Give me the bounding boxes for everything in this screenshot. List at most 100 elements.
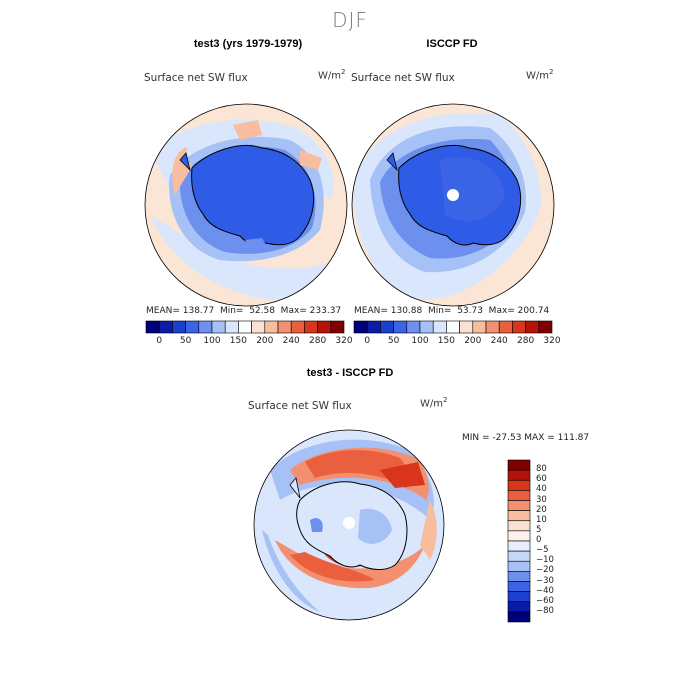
model-map-border xyxy=(144,103,348,307)
diff-units-label: W/m2 xyxy=(420,396,448,410)
diff-map-border xyxy=(253,429,445,621)
diff-stats: MIN = -27.53 MAX = 111.87 xyxy=(462,433,590,443)
model-variable-label: Surface net SW flux xyxy=(144,72,248,84)
obs-colorbar xyxy=(353,320,553,334)
colorbar-swatch xyxy=(507,550,531,562)
colorbar-swatch xyxy=(172,320,186,334)
obs-stats: MEAN= 130.88 Min= 53.73 Max= 200.74 xyxy=(354,306,550,316)
colorbar-tick-label: 150 xyxy=(229,336,247,346)
colorbar-swatch xyxy=(446,320,460,334)
colorbar-swatch xyxy=(185,320,200,334)
colorbar-tick-label: −10 xyxy=(536,555,554,566)
obs-map-border xyxy=(351,103,555,307)
diff-colorbar xyxy=(507,459,531,623)
colorbar-swatch xyxy=(330,320,345,334)
colorbar-swatch xyxy=(406,320,421,334)
colorbar-swatch xyxy=(198,320,213,334)
colorbar-swatch xyxy=(507,530,531,542)
colorbar-swatch xyxy=(158,320,173,334)
colorbar-tick-label: 280 xyxy=(309,336,327,346)
colorbar-swatch xyxy=(472,320,487,334)
diff-panel-title: test3 - ISCCP FD xyxy=(306,367,394,379)
colorbar-swatch xyxy=(485,320,500,334)
obs-variable-label: Surface net SW flux xyxy=(351,72,455,84)
colorbar-swatch xyxy=(507,540,531,552)
colorbar-tick-label: 30 xyxy=(536,494,547,505)
diff-map xyxy=(254,430,444,620)
colorbar-tick-label: 80 xyxy=(536,464,547,475)
colorbar-swatch xyxy=(507,500,531,511)
season-title: DJF xyxy=(332,8,368,32)
colorbar-swatch xyxy=(525,320,540,334)
colorbar-swatch xyxy=(393,320,408,334)
colorbar-swatch xyxy=(507,459,531,471)
colorbar-tick-label: −20 xyxy=(536,565,554,576)
colorbar-swatch xyxy=(498,320,513,334)
colorbar-swatch xyxy=(264,320,279,334)
colorbar-swatch xyxy=(507,601,531,613)
colorbar-tick-label: 5 xyxy=(536,524,542,535)
colorbar-swatch xyxy=(507,591,531,603)
colorbar-tick-label: 200 xyxy=(256,336,274,346)
colorbar-swatch xyxy=(419,320,434,334)
colorbar-tick-label: 0 xyxy=(536,535,542,545)
colorbar-swatch xyxy=(432,320,447,334)
colorbar-tick-label: 0 xyxy=(364,336,371,346)
colorbar-swatch xyxy=(459,320,474,334)
colorbar-swatch xyxy=(277,320,292,334)
colorbar-tick-label: −30 xyxy=(536,575,554,586)
colorbar-tick-label: 100 xyxy=(203,336,221,346)
colorbar-swatch xyxy=(538,320,553,334)
colorbar-swatch xyxy=(507,490,531,501)
colorbar-tick-label: −5 xyxy=(536,545,549,556)
colorbar-swatch xyxy=(211,320,226,334)
colorbar-tick-label: 60 xyxy=(536,474,547,485)
colorbar-swatch xyxy=(507,611,531,623)
colorbar-swatch xyxy=(145,320,160,334)
colorbar-tick-label: 10 xyxy=(536,514,547,525)
colorbar-swatch xyxy=(507,479,531,491)
colorbar-tick-label: 240 xyxy=(490,336,508,346)
colorbar-tick-label: −80 xyxy=(536,605,554,616)
colorbar-tick-label: 200 xyxy=(464,336,482,346)
colorbar-tick-label: −40 xyxy=(536,585,554,596)
colorbar-swatch xyxy=(507,520,531,532)
colorbar-swatch xyxy=(366,320,381,334)
colorbar-tick-label: 20 xyxy=(536,504,547,515)
colorbar-swatch xyxy=(507,571,531,582)
obs-panel-title: ISCCP FD xyxy=(426,38,478,50)
colorbar-tick-label: 0 xyxy=(156,336,163,346)
colorbar-swatch xyxy=(507,581,531,592)
colorbar-swatch xyxy=(353,320,368,334)
model-panel-title: test3 (yrs 1979-1979) xyxy=(193,38,303,50)
colorbar-swatch xyxy=(512,320,526,334)
obs-units-label: W/m2 xyxy=(526,68,554,82)
colorbar-tick-label: 100 xyxy=(411,336,429,346)
model-stats: MEAN= 138.77 Min= 52.58 Max= 233.37 xyxy=(146,306,342,316)
model-map xyxy=(145,104,347,306)
colorbar-tick-label: 320 xyxy=(543,336,561,346)
colorbar-swatch xyxy=(238,320,252,334)
colorbar-swatch xyxy=(507,469,531,481)
colorbar-swatch xyxy=(507,560,531,572)
colorbar-swatch xyxy=(251,320,266,334)
colorbar-tick-label: 40 xyxy=(536,484,547,495)
colorbar-swatch xyxy=(304,320,318,334)
colorbar-tick-label: 50 xyxy=(179,336,192,346)
colorbar-swatch xyxy=(317,320,332,334)
colorbar-swatch xyxy=(224,320,239,334)
colorbar-tick-label: 320 xyxy=(335,336,353,346)
colorbar-tick-label: 240 xyxy=(282,336,300,346)
colorbar-swatch xyxy=(290,320,305,334)
colorbar-swatch xyxy=(380,320,394,334)
diff-variable-label: Surface net SW flux xyxy=(248,400,352,412)
colorbar-swatch xyxy=(507,510,531,522)
colorbar-tick-label: −60 xyxy=(536,595,554,606)
model-units-label: W/m2 xyxy=(318,68,346,82)
model-colorbar xyxy=(145,320,345,334)
colorbar-tick-label: 280 xyxy=(517,336,535,346)
colorbar-tick-label: 150 xyxy=(437,336,455,346)
obs-map xyxy=(352,104,554,306)
colorbar-tick-label: 50 xyxy=(387,336,400,346)
